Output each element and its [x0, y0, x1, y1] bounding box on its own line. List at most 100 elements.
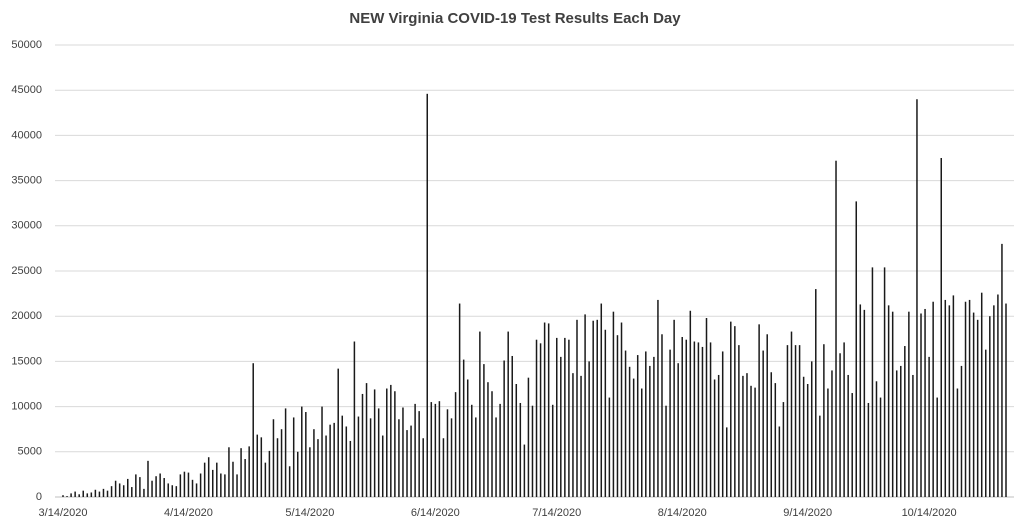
bar	[847, 374, 849, 497]
bar	[98, 491, 101, 497]
bar	[782, 402, 785, 497]
bar	[681, 336, 683, 497]
bar	[127, 478, 129, 497]
bar	[895, 370, 898, 497]
bar	[402, 407, 404, 497]
bar	[106, 490, 109, 497]
bar	[997, 294, 999, 497]
y-tick-label: 10000	[11, 401, 42, 413]
bar	[734, 326, 736, 497]
bar	[815, 289, 817, 497]
bar	[693, 341, 696, 497]
bar	[867, 402, 870, 497]
bar	[523, 444, 526, 497]
bar	[483, 364, 485, 497]
bar	[891, 311, 894, 497]
bar	[960, 365, 963, 497]
bar	[742, 375, 744, 497]
bar	[560, 356, 562, 497]
y-tick-label: 15000	[11, 355, 42, 367]
bar	[669, 349, 671, 497]
bar	[608, 397, 611, 497]
bar	[968, 299, 971, 497]
bar	[118, 483, 121, 497]
bar	[252, 363, 254, 497]
y-tick-label: 30000	[11, 220, 42, 232]
bar	[410, 425, 412, 497]
bar	[369, 418, 372, 497]
x-tick-label: 4/14/2020	[164, 507, 213, 519]
bar	[495, 417, 497, 497]
bar	[871, 267, 874, 497]
bar	[806, 384, 809, 497]
bar	[345, 426, 348, 497]
bar	[774, 383, 777, 497]
bar	[547, 323, 550, 497]
bar	[114, 480, 117, 497]
bar	[511, 355, 513, 497]
bar	[220, 473, 222, 497]
bar	[641, 388, 643, 497]
bar	[612, 311, 615, 497]
bar	[349, 440, 352, 497]
bar	[203, 462, 206, 497]
bar	[70, 493, 72, 497]
bar	[851, 393, 853, 497]
bar	[705, 318, 708, 497]
chart-title: NEW Virginia COVID-19 Test Results Each …	[349, 10, 681, 27]
bar	[272, 419, 275, 497]
bar	[515, 384, 518, 497]
bar	[195, 483, 198, 497]
bar	[414, 403, 416, 497]
bar	[843, 342, 845, 497]
bar	[466, 379, 469, 497]
x-tick-label: 7/14/2020	[532, 507, 581, 519]
bar	[333, 422, 335, 497]
bar	[78, 494, 80, 497]
x-tick-label: 9/14/2020	[783, 507, 832, 519]
bar	[296, 451, 299, 497]
bar	[232, 461, 234, 497]
bar	[657, 299, 659, 497]
bar	[584, 314, 586, 497]
bar	[377, 408, 380, 497]
bar	[507, 331, 509, 497]
bar	[790, 331, 793, 497]
bar	[636, 355, 639, 497]
bar	[280, 429, 283, 497]
bar	[292, 417, 295, 497]
bar	[839, 353, 841, 497]
bar	[503, 360, 505, 497]
bar	[948, 305, 951, 497]
bar	[313, 429, 315, 497]
bar	[701, 346, 704, 497]
bar	[653, 356, 655, 497]
bar	[211, 469, 214, 497]
bar	[717, 374, 720, 497]
bar	[924, 308, 926, 497]
bar	[952, 295, 955, 497]
bar	[956, 388, 959, 497]
bar	[309, 447, 311, 497]
bar	[721, 351, 724, 497]
bar	[305, 412, 307, 497]
bar	[102, 488, 105, 497]
bar	[628, 366, 631, 497]
bar	[131, 487, 133, 497]
bar	[167, 483, 169, 497]
bar	[928, 356, 930, 497]
bar	[224, 474, 226, 497]
bar	[527, 377, 530, 497]
bar	[264, 462, 267, 497]
bar	[620, 322, 623, 497]
bar	[863, 309, 866, 497]
bar	[985, 349, 987, 497]
bar	[709, 342, 712, 497]
bar	[730, 321, 732, 497]
bar	[135, 474, 137, 497]
bar	[317, 439, 319, 497]
bar	[199, 473, 202, 497]
bar	[564, 337, 566, 497]
y-tick-label: 0	[36, 491, 42, 503]
bar	[1001, 243, 1003, 497]
